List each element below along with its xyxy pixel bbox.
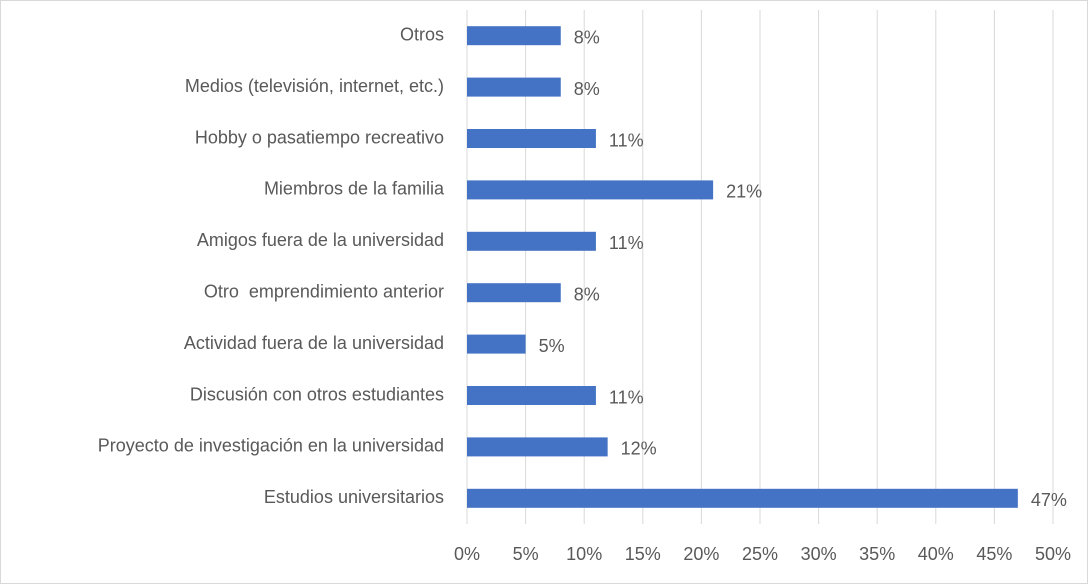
category-label: Amigos fuera de la universidad xyxy=(197,230,444,250)
value-label: 11% xyxy=(609,130,644,150)
category-label: Estudios universitarios xyxy=(264,487,444,507)
value-label: 11% xyxy=(609,233,644,253)
value-label: 8% xyxy=(574,27,600,47)
category-label: Miembros de la familia xyxy=(264,179,445,199)
bar xyxy=(467,334,526,354)
x-tick-label: 15% xyxy=(625,544,661,564)
x-tick-label: 30% xyxy=(801,544,837,564)
x-tick-label: 50% xyxy=(1035,544,1071,564)
x-tick-label: 20% xyxy=(683,544,719,564)
value-label: 47% xyxy=(1031,490,1067,510)
value-label: 8% xyxy=(574,79,600,99)
x-tick-label: 35% xyxy=(859,544,895,564)
category-label: Medios (televisión, internet, etc.) xyxy=(185,76,444,96)
bar xyxy=(467,26,561,46)
category-label: Otros xyxy=(400,24,444,44)
value-label: 12% xyxy=(621,439,657,459)
category-label: Actividad fuera de la universidad xyxy=(184,333,444,353)
value-label: 8% xyxy=(574,284,600,304)
value-label: 5% xyxy=(539,336,565,356)
x-tick-label: 10% xyxy=(566,544,602,564)
bar xyxy=(467,129,596,148)
bar xyxy=(467,180,714,200)
value-label: 21% xyxy=(726,182,762,202)
category-label: Hobby o pasatiempo recreativo xyxy=(195,127,444,147)
bar xyxy=(467,283,561,303)
bar xyxy=(467,488,1018,508)
x-tick-label: 25% xyxy=(742,544,778,564)
x-tick-label: 0% xyxy=(454,544,480,564)
category-label: Discusión con otros estudiantes xyxy=(190,384,444,404)
category-label: Proyecto de investigación en la universi… xyxy=(98,436,444,456)
x-tick-label: 5% xyxy=(513,544,539,564)
bar xyxy=(467,386,596,405)
category-label: Otro emprendimiento anterior xyxy=(204,281,444,301)
bar xyxy=(467,437,608,457)
value-label: 11% xyxy=(609,387,644,407)
x-tick-label: 45% xyxy=(976,544,1012,564)
bar xyxy=(467,231,596,251)
x-tick-label: 40% xyxy=(918,544,954,564)
bar xyxy=(467,77,561,97)
